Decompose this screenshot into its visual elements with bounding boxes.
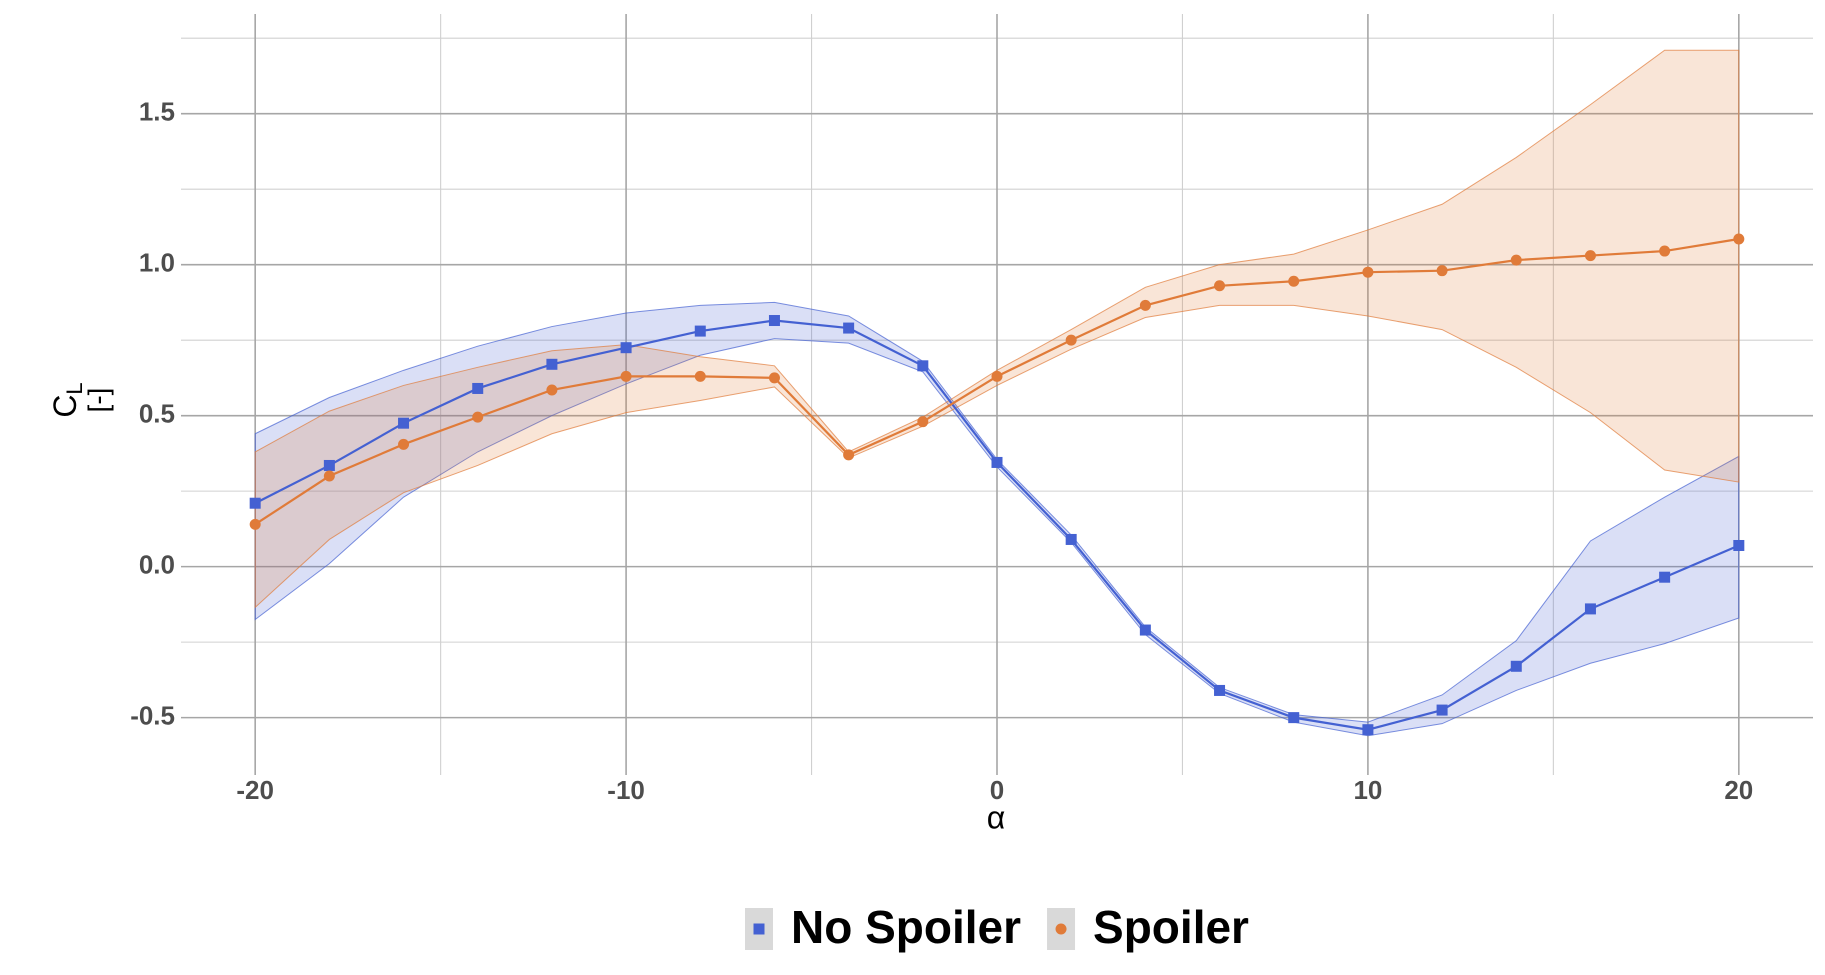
marker [1436, 265, 1448, 277]
marker [398, 438, 410, 450]
x-tick-label: -20 [236, 775, 274, 805]
marker [1659, 571, 1671, 583]
marker [472, 382, 484, 394]
y-label: CL [47, 382, 86, 417]
marker [1139, 299, 1151, 311]
legend-label: No Spoiler [791, 901, 1021, 953]
marker [768, 372, 780, 384]
x-tick-label: 10 [1353, 775, 1382, 805]
marker [991, 370, 1003, 382]
marker [917, 416, 929, 428]
marker [694, 325, 706, 337]
legend-label: Spoiler [1093, 901, 1249, 953]
marker [1510, 660, 1522, 672]
marker [1288, 712, 1300, 724]
x-tick-label: 0 [990, 775, 1004, 805]
y-axis-label: CL [-] [47, 382, 113, 417]
marker [546, 358, 558, 370]
marker [843, 449, 855, 461]
marker [1436, 704, 1448, 716]
marker [620, 342, 632, 354]
marker [620, 370, 632, 382]
legend-marker [1055, 923, 1067, 935]
marker [1288, 275, 1300, 287]
marker [1065, 533, 1077, 545]
x-tick-label: 20 [1724, 775, 1753, 805]
confidence-band [254, 49, 1740, 609]
marker [398, 417, 410, 429]
marker [1510, 254, 1522, 266]
marker [323, 459, 335, 471]
marker [1733, 233, 1745, 245]
y-label-unit: [-] [82, 388, 113, 413]
y-label-main: C [47, 395, 83, 418]
marker [249, 497, 261, 509]
legend-marker [753, 923, 765, 935]
marker [472, 411, 484, 423]
x-axis-label: α [987, 799, 1006, 835]
marker [1362, 266, 1374, 278]
marker [991, 456, 1003, 468]
marker [1214, 684, 1226, 696]
marker [323, 470, 335, 482]
marker [1584, 603, 1596, 615]
confidence-band [254, 301, 1740, 737]
y-tick-label: 1.5 [139, 97, 175, 127]
marker [1214, 280, 1226, 292]
marker [1139, 624, 1151, 636]
y-tick-label: 0.5 [139, 399, 175, 429]
x-tick-label: -10 [607, 775, 645, 805]
marker [694, 370, 706, 382]
marker [249, 518, 261, 530]
marker [1733, 539, 1745, 551]
y-tick-label: 0.0 [139, 550, 175, 580]
y-tick-label: 1.0 [139, 248, 175, 278]
marker [1584, 250, 1596, 262]
marker [917, 360, 929, 372]
marker [546, 384, 558, 396]
marker [1362, 724, 1374, 736]
marker [768, 315, 780, 327]
y-tick-label: -0.5 [130, 700, 175, 730]
marker [1065, 334, 1077, 346]
marker [1659, 245, 1671, 257]
y-label-sub: L [62, 382, 87, 394]
legend: No Spoiler Spoiler [745, 901, 1249, 953]
marker [843, 322, 855, 334]
